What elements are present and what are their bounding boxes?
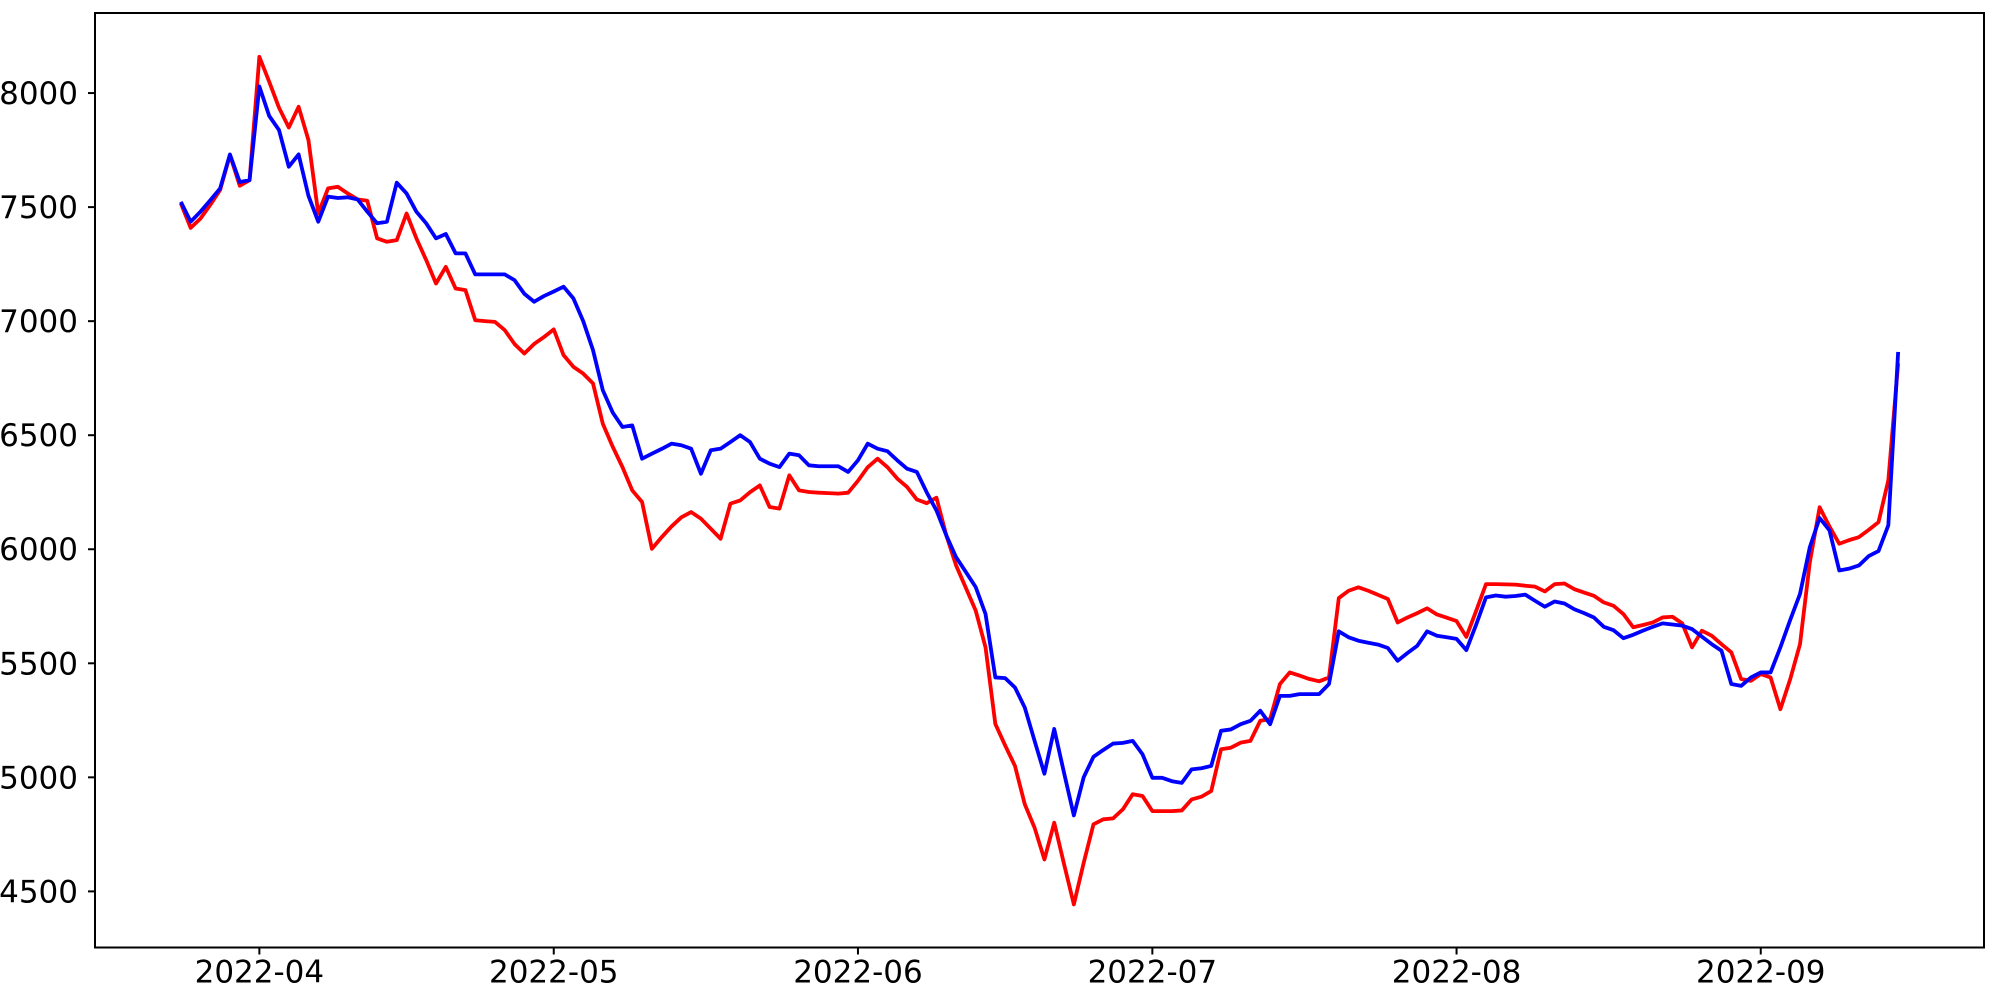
y-tick-label: 5500 <box>0 646 78 682</box>
x-tick-label: 2022-06 <box>793 955 923 991</box>
plot-border <box>94 12 1985 949</box>
x-tick-label: 2022-04 <box>195 955 325 991</box>
y-tick-label: 5000 <box>0 760 78 796</box>
y-tick-label: 7500 <box>0 190 78 226</box>
y-tick-label: 6500 <box>0 418 78 454</box>
y-tick-label: 6000 <box>0 532 78 568</box>
y-tick-label: 7000 <box>0 304 78 340</box>
y-tick-label: 4500 <box>0 874 78 910</box>
x-tick-label: 2022-05 <box>489 955 619 991</box>
x-tick-label: 2022-07 <box>1088 955 1218 991</box>
y-tick-label: 8000 <box>0 76 78 112</box>
blue-series-line <box>179 84 1901 818</box>
red-series-line <box>179 54 1901 907</box>
x-tick-label: 2022-08 <box>1392 955 1522 991</box>
x-tick-label: 2022-09 <box>1696 955 1826 991</box>
